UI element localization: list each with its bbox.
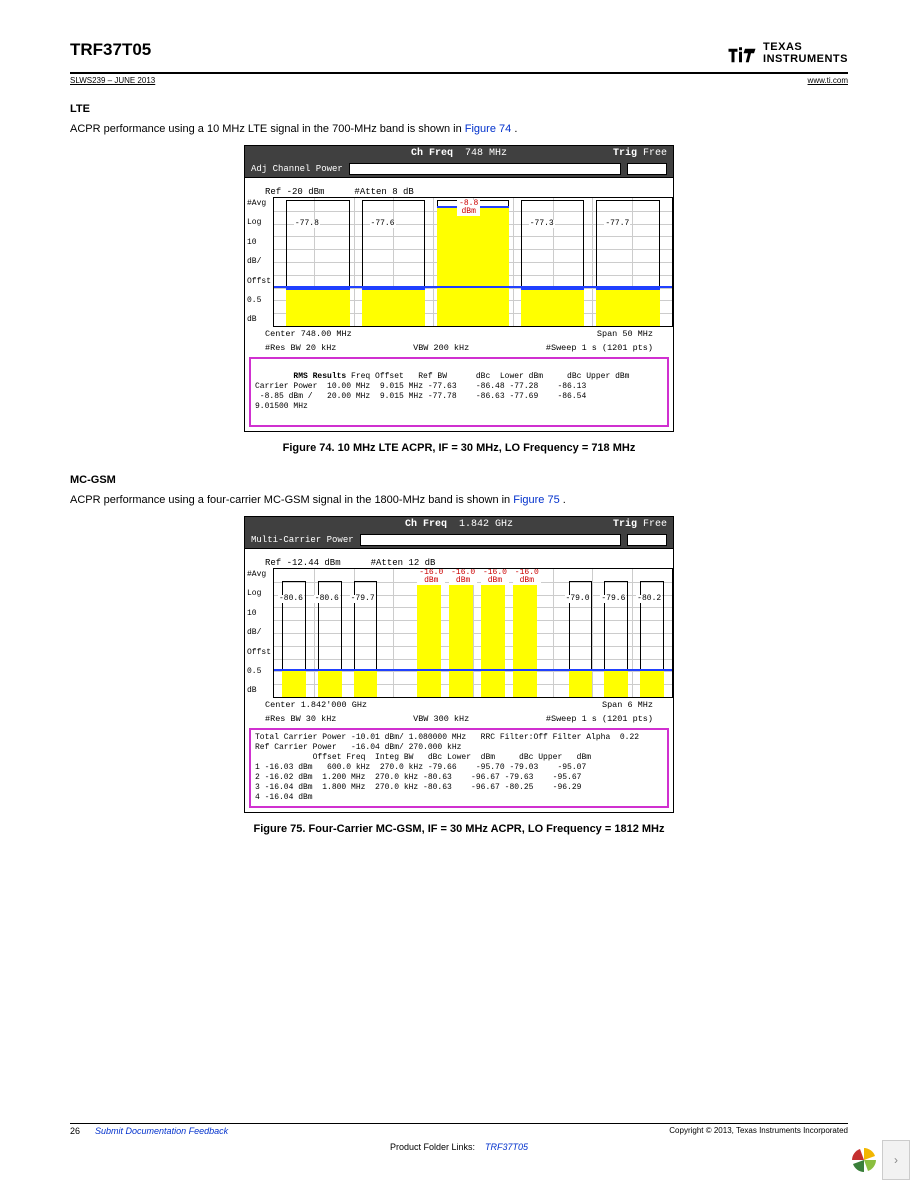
sa-span: Span 6 MHz xyxy=(602,700,653,710)
sa-trig-label: Trig xyxy=(613,148,637,159)
lte-heading: LTE xyxy=(70,103,848,115)
sa-subbar-box1 xyxy=(360,534,621,546)
sa-span: Span 50 MHz xyxy=(597,329,653,339)
sa-vbw: VBW 300 kHz xyxy=(413,714,469,724)
sa-subbar-label: Multi-Carrier Power xyxy=(251,535,354,545)
sa-chfreq-label: Ch Freq xyxy=(405,519,447,530)
sa-ref: Ref -20 dBm xyxy=(265,187,324,197)
feedback-link[interactable]: Submit Documentation Feedback xyxy=(95,1126,228,1136)
figure-75-caption: Figure 75. Four-Carrier MC-GSM, IF = 30 … xyxy=(70,823,848,835)
sa-subbar-box2 xyxy=(627,163,667,175)
sa-chfreq-label: Ch Freq xyxy=(411,148,453,159)
sa-ylabel: #AvgLog10dB/Offst0.5dB xyxy=(245,568,273,698)
sa-ref: Ref -12.44 dBm xyxy=(265,558,341,568)
product-link[interactable]: TRF37T05 xyxy=(485,1142,528,1152)
sa-resbw: #Res BW 20 kHz xyxy=(265,343,336,353)
sa-sweep: #Sweep 1 s (1201 pts) xyxy=(546,714,653,724)
sa-subbar-box2 xyxy=(627,534,667,546)
sa-subbar-box1 xyxy=(349,163,621,175)
site-link[interactable]: www.ti.com xyxy=(808,76,848,85)
figure-75-ref[interactable]: Figure 75 xyxy=(513,494,559,506)
pinwheel-icon xyxy=(848,1144,880,1176)
logo-text-bottom: INSTRUMENTS xyxy=(763,54,848,66)
mcgsm-text-after: . xyxy=(563,494,566,506)
sa-resbw: #Res BW 30 kHz xyxy=(265,714,336,724)
figure-74-panel: Ch Freq 748 MHz Trig Free Adj Channel Po… xyxy=(244,145,674,432)
corner-next-button[interactable]: › xyxy=(882,1140,910,1180)
ti-logo: TEXAS INSTRUMENTS xyxy=(727,40,848,68)
sa-plot-lte: -77.8-77.6-8.8dBm-77.3-77.7 xyxy=(273,197,673,327)
figure-74-ref[interactable]: Figure 74 xyxy=(465,123,511,135)
sa-center: Center 1.842'000 GHz xyxy=(265,700,367,710)
figure-75-panel: Ch Freq 1.842 GHz Trig Free Multi-Carrie… xyxy=(244,516,674,813)
lte-text-before: ACPR performance using a 10 MHz LTE sign… xyxy=(70,123,465,135)
page-footer: 26 Submit Documentation Feedback Copyrig… xyxy=(70,1123,848,1152)
sa-center: Center 748.00 MHz xyxy=(265,329,352,339)
sa-trig-value: Free xyxy=(643,148,667,159)
mcgsm-heading: MC-GSM xyxy=(70,474,848,486)
sa-subbar-label: Adj Channel Power xyxy=(251,164,343,174)
sa-chfreq-value: 748 MHz xyxy=(465,148,507,159)
doc-id: SLWS239 – JUNE 2013 xyxy=(70,76,155,85)
page-number: 26 xyxy=(70,1126,80,1136)
lte-text-after: . xyxy=(514,123,517,135)
product-links-label: Product Folder Links: xyxy=(390,1142,475,1152)
sa-plot-gsm: -16.0dBm-16.0dBm-16.0dBm-16.0dBm-80.6-80… xyxy=(273,568,673,698)
sa-chfreq-value: 1.842 GHz xyxy=(459,519,513,530)
figure-74-caption: Figure 74. 10 MHz LTE ACPR, IF = 30 MHz,… xyxy=(70,442,848,454)
part-number: TRF37T05 xyxy=(70,40,151,60)
sa-vbw: VBW 200 kHz xyxy=(413,343,469,353)
sa-atten: #Atten 8 dB xyxy=(354,187,413,197)
corner-widget: › xyxy=(848,1140,910,1180)
sa-sweep: #Sweep 1 s (1201 pts) xyxy=(546,343,653,353)
sa-ylabel: #AvgLog10dB/Offst0.5dB xyxy=(245,197,273,327)
sa-results-gsm: Total Carrier Power -10.01 dBm/ 1.080000… xyxy=(249,728,669,808)
mcgsm-text-before: ACPR performance using a four-carrier MC… xyxy=(70,494,513,506)
sa-trig-label: Trig xyxy=(613,519,637,530)
sa-atten: #Atten 12 dB xyxy=(371,558,436,568)
copyright: Copyright © 2013, Texas Instruments Inco… xyxy=(669,1126,848,1136)
sa-trig-value: Free xyxy=(643,519,667,530)
